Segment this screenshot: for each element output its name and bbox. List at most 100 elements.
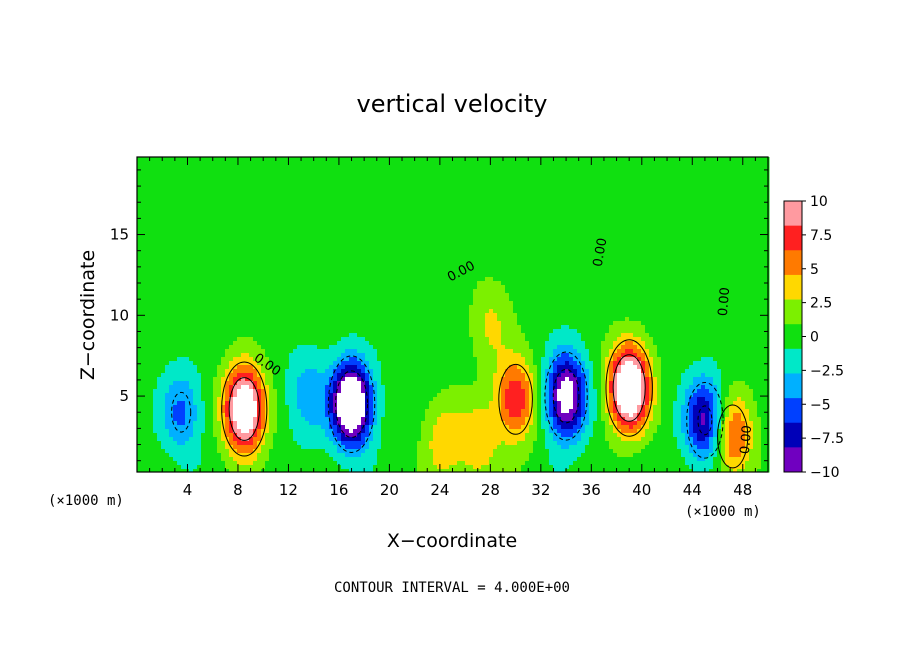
field-cell	[613, 241, 618, 246]
field-cell	[453, 165, 458, 170]
field-cell	[229, 189, 234, 194]
field-cell	[449, 181, 454, 186]
field-cell	[685, 189, 690, 194]
field-cell	[293, 181, 298, 186]
field-cell	[261, 173, 266, 178]
field-cell	[661, 269, 666, 274]
field-cell	[285, 225, 290, 230]
field-cell	[505, 237, 510, 242]
field-cell	[465, 205, 470, 210]
field-cell	[569, 165, 574, 170]
field-cell	[641, 213, 646, 218]
field-cell	[529, 213, 534, 218]
field-cell	[489, 261, 494, 266]
field-cell	[557, 233, 562, 238]
field-cell	[333, 169, 338, 174]
field-cell	[305, 225, 310, 230]
field-cell	[729, 165, 734, 170]
field-cell	[589, 165, 594, 170]
field-cell	[137, 257, 142, 262]
field-cell	[737, 157, 742, 162]
field-cell	[733, 229, 738, 234]
field-cell	[365, 189, 370, 194]
field-cell	[453, 201, 458, 206]
field-cell	[701, 269, 706, 274]
field-cell	[645, 257, 650, 262]
field-cell	[197, 221, 202, 226]
field-cell	[661, 265, 666, 270]
field-cell	[569, 169, 574, 174]
field-cell	[329, 273, 334, 278]
field-cell	[517, 185, 522, 190]
field-cell	[265, 197, 270, 202]
field-cell	[481, 281, 486, 286]
field-cell	[497, 177, 502, 182]
field-cell	[761, 201, 766, 206]
field-cell	[765, 181, 770, 186]
field-cell	[141, 261, 146, 266]
field-cell	[385, 277, 390, 282]
field-cell	[501, 225, 506, 230]
field-cell	[325, 205, 330, 210]
field-cell	[385, 169, 390, 174]
field-cell	[577, 241, 582, 246]
field-cell	[605, 157, 610, 162]
field-cell	[201, 221, 206, 226]
field-cell	[429, 237, 434, 242]
field-cell	[153, 233, 158, 238]
field-cell	[645, 189, 650, 194]
field-cell	[213, 277, 218, 282]
field-cell	[461, 193, 466, 198]
field-cell	[185, 241, 190, 246]
field-cell	[153, 277, 158, 282]
field-cell	[505, 197, 510, 202]
field-cell	[485, 241, 490, 246]
field-cell	[649, 233, 654, 238]
field-cell	[273, 205, 278, 210]
field-cell	[589, 237, 594, 242]
field-cell	[725, 277, 730, 282]
field-cell	[585, 185, 590, 190]
field-cell	[617, 213, 622, 218]
field-cell	[313, 177, 318, 182]
field-cell	[509, 221, 514, 226]
field-cell	[173, 193, 178, 198]
field-cell	[585, 217, 590, 222]
field-cell	[469, 241, 474, 246]
field-cell	[653, 261, 658, 266]
field-cell	[217, 173, 222, 178]
field-cell	[341, 173, 346, 178]
field-cell	[285, 265, 290, 270]
field-cell	[205, 277, 210, 282]
field-cell	[173, 217, 178, 222]
field-cell	[245, 197, 250, 202]
field-cell	[549, 165, 554, 170]
field-cell	[501, 169, 506, 174]
field-cell	[349, 237, 354, 242]
field-cell	[393, 201, 398, 206]
field-cell	[633, 213, 638, 218]
field-cell	[657, 257, 662, 262]
field-cell	[633, 221, 638, 226]
field-cell	[281, 169, 286, 174]
field-cell	[181, 245, 186, 250]
field-cell	[489, 253, 494, 258]
field-cell	[561, 197, 566, 202]
field-cell	[657, 201, 662, 206]
field-cell	[385, 209, 390, 214]
field-cell	[397, 281, 402, 286]
field-cell	[313, 249, 318, 254]
field-cell	[165, 177, 170, 182]
field-cell	[545, 193, 550, 198]
field-cell	[753, 181, 758, 186]
field-cell	[569, 261, 574, 266]
field-cell	[273, 217, 278, 222]
field-cell	[469, 161, 474, 166]
field-cell	[641, 273, 646, 278]
field-cell	[753, 177, 758, 182]
field-cell	[165, 217, 170, 222]
field-cell	[365, 253, 370, 258]
field-cell	[593, 205, 598, 210]
field-cell	[605, 257, 610, 262]
field-cell	[541, 257, 546, 262]
